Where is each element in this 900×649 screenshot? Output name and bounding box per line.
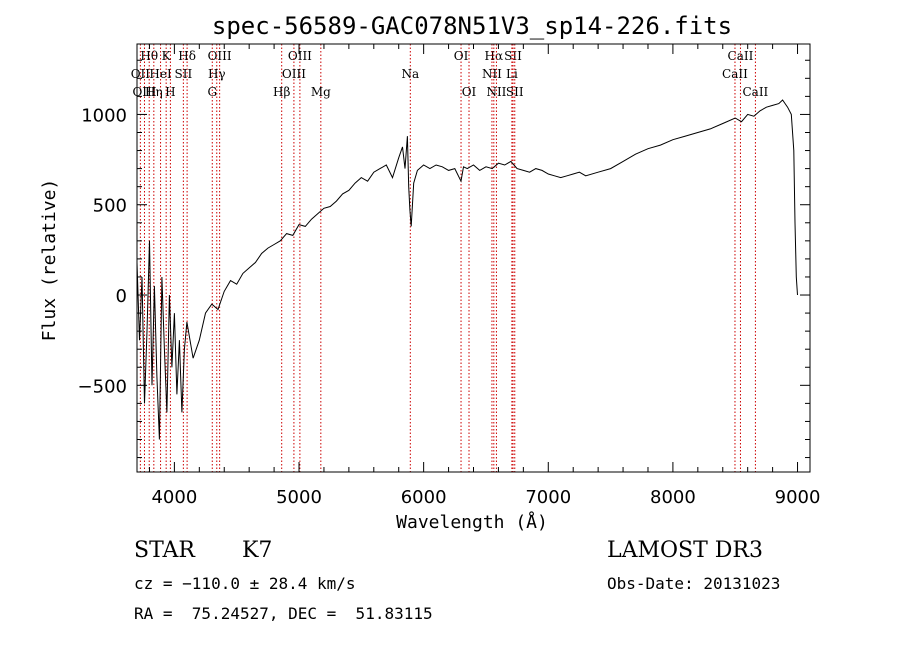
spectral-line-label: Hβ [273, 85, 290, 99]
y-tick-label: 1000 [81, 105, 127, 126]
obs-date: Obs-Date: 20131023 [607, 574, 781, 593]
spectral-line-label: CaII [722, 67, 748, 81]
spectral-line-label: OI [454, 49, 469, 63]
spectral-line-label: Hδ [178, 49, 196, 63]
spectral-line-label: SII [175, 67, 193, 81]
spectral-line-label: OIII [288, 49, 312, 63]
ra-dec: RA = 75.24527, DEC = 51.83115 [134, 604, 433, 623]
y-tick-label: 0 [116, 286, 127, 307]
spectral-line-label: OII [131, 67, 151, 81]
x-tick-label: 6000 [401, 487, 447, 508]
y-axis-label: Flux (relative) [39, 179, 60, 342]
plot-frame [136, 43, 811, 473]
spectral-line-label: CaII [742, 85, 768, 99]
x-tick-label: 8000 [650, 487, 696, 508]
spectral-line-label: H [165, 85, 175, 99]
redshift-cz: cz = −110.0 ± 28.4 km/s [134, 574, 356, 593]
spectral-line-label: OIII [208, 49, 232, 63]
spectral-line-label: NII [482, 67, 502, 81]
x-tick-label: 7000 [525, 487, 571, 508]
spectral-line-label: OI [462, 85, 477, 99]
x-tick-label: 9000 [775, 487, 821, 508]
spectral-line-label: K [162, 49, 172, 63]
y-tick-label: −500 [78, 376, 127, 397]
spectral-line-label: Li [506, 67, 518, 81]
spectral-line-label: Hη [145, 85, 163, 99]
y-tick-label: 500 [93, 196, 127, 217]
spectral-line-label: OIII [282, 67, 306, 81]
object-class: STAR [134, 538, 195, 563]
spectral-line-label: SII [506, 85, 524, 99]
spectrum-series [136, 99, 798, 440]
survey-name: LAMOST DR3 [607, 538, 763, 563]
x-tick-label: 4000 [151, 487, 197, 508]
spectral-line-label: OIII [132, 85, 156, 99]
x-axis-label: Wavelength (Å) [396, 511, 548, 533]
spectral-line-label: CaII [728, 49, 754, 63]
object-subclass: K7 [242, 538, 273, 563]
series-line-flux [136, 99, 798, 440]
spectral-line-label: Hγ [208, 67, 226, 81]
spectral-line-label: Hθ [140, 49, 158, 63]
spectral-line-label: G [207, 85, 217, 99]
spectral-line-label: Na [401, 67, 419, 81]
spectral-line-label: Hα [485, 49, 504, 63]
spectral-line-label: Mg [311, 85, 331, 99]
axis-ticks: 4000 5000 6000 7000 8000 9000 −500 0 500 1000 [78, 44, 821, 508]
spectral-line-label: SII [504, 49, 522, 63]
x-tick-label: 5000 [276, 487, 322, 508]
spectral-line-label: HeI [149, 67, 172, 81]
chart-title: spec-56589-GAC078N51V3_sp14-226.fits [212, 12, 732, 40]
spectral-line-label: NII [486, 85, 506, 99]
